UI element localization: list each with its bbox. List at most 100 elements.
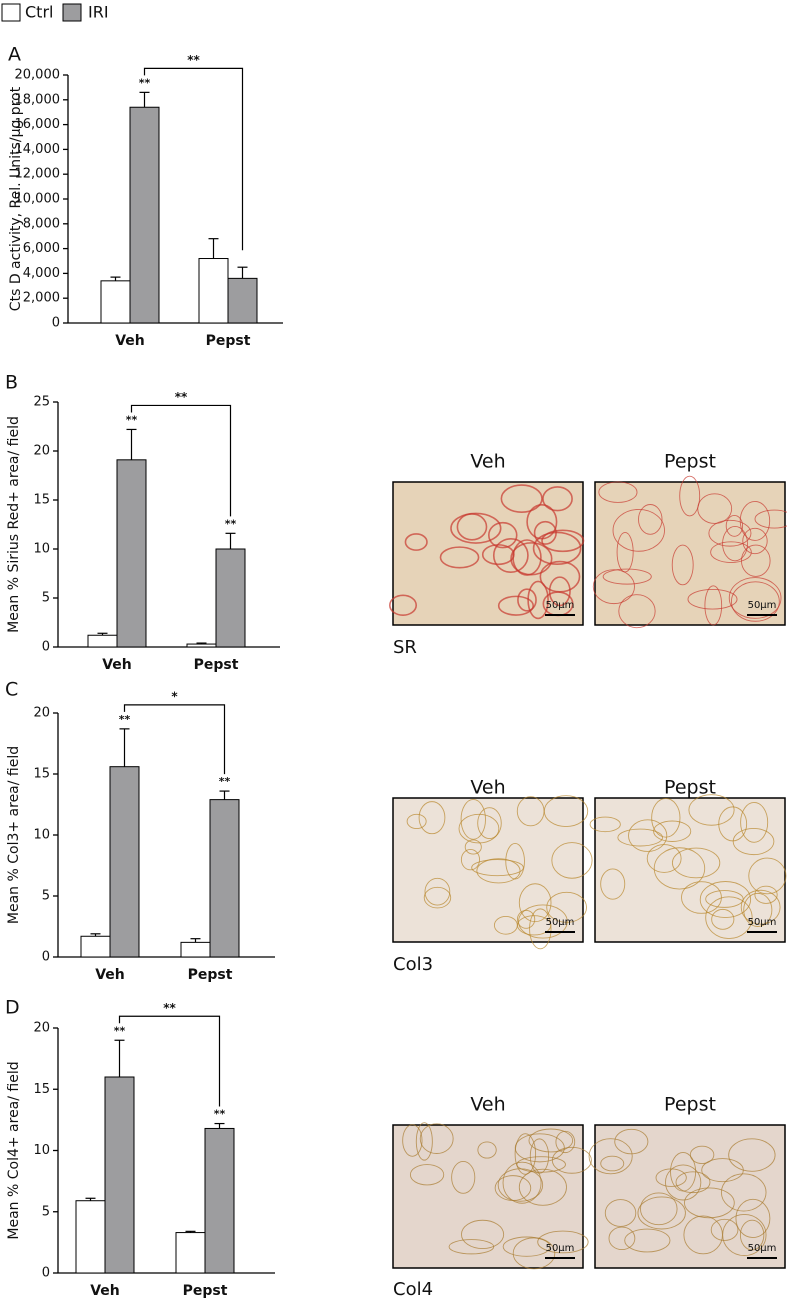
significance-label: **: [119, 713, 131, 726]
tissue-structure: [529, 1138, 550, 1174]
y-tick-label: 12,000: [15, 167, 61, 182]
y-tick-label: 14,000: [15, 142, 61, 157]
scale-label: 50µm: [748, 600, 777, 611]
micrograph-caption: Col3: [393, 954, 433, 975]
tissue-structure: [741, 544, 771, 577]
y-tick-label: 5: [42, 889, 50, 904]
tissue-structure: [456, 513, 488, 541]
tissue-structure: [542, 486, 573, 512]
significance-label: **: [219, 775, 231, 788]
y-tick-label: 2,000: [23, 291, 60, 306]
y-tick-label: 5: [42, 591, 50, 606]
tissue-structure: [697, 493, 733, 524]
tissue-structure: [518, 883, 552, 923]
tissue-structure: [424, 877, 451, 906]
y-tick-label: 0: [42, 950, 50, 965]
tissue-structure: [541, 529, 585, 553]
tissue-structure: [728, 577, 782, 619]
tissue-structure: [404, 533, 428, 551]
y-axis-title: Mean % Col3+ area/ field: [6, 746, 22, 924]
tissue-structure: [617, 828, 664, 847]
tissue-structure: [502, 1161, 542, 1204]
y-tick-label: 10: [33, 542, 50, 557]
tissue-structure: [477, 1141, 497, 1159]
legend-swatch-iri: [62, 3, 82, 22]
y-tick-label: 10: [33, 1143, 50, 1158]
tissue-structure: [598, 481, 638, 503]
y-tick-label: 20: [33, 706, 50, 721]
tissue-structure: [460, 848, 481, 871]
tissue-structure: [720, 1173, 767, 1212]
micrograph-label: Pepst: [664, 777, 716, 799]
micrograph-label: Veh: [470, 777, 505, 799]
tissue-structure: [589, 816, 621, 833]
tissue-structure: [514, 1133, 537, 1175]
y-tick-label: 8,000: [23, 216, 60, 231]
comparison-label: *: [171, 689, 178, 703]
tissue-structure: [500, 484, 543, 513]
tissue-structure: [614, 1128, 649, 1155]
scale-label: 50µm: [748, 917, 777, 928]
scale-label: 50µm: [546, 1243, 575, 1254]
tissue-structure: [497, 595, 535, 616]
y-tick-label: 18,000: [15, 92, 61, 107]
bar: [180, 941, 211, 958]
bar: [129, 106, 160, 324]
tissue-structure: [471, 859, 524, 877]
tissue-structure: [518, 1168, 567, 1206]
tissue-structure: [740, 802, 769, 843]
tissue-structure: [588, 1138, 633, 1175]
micrograph-label: Pepst: [664, 451, 716, 473]
tissue-structure: [618, 594, 656, 629]
y-tick-label: 20,000: [15, 68, 61, 83]
tissue-structure: [529, 908, 552, 950]
tissue-structure: [497, 1168, 544, 1202]
bar: [198, 258, 229, 324]
significance-label: **: [214, 1108, 226, 1121]
tissue-structure: [555, 1130, 576, 1154]
tissue-structure: [710, 1218, 739, 1241]
tissue-structure: [516, 910, 536, 929]
tissue-structure: [592, 569, 635, 605]
tissue-structure: [608, 1226, 636, 1251]
tissue-structure: [651, 798, 681, 838]
micrograph-label: Veh: [470, 451, 505, 473]
tissue-structure: [739, 500, 771, 541]
micrograph-caption: Col4: [393, 1279, 433, 1300]
bar: [100, 280, 131, 324]
tissue-structure: [708, 519, 752, 547]
comparison-label: **: [163, 1001, 176, 1015]
micrograph: [594, 1124, 786, 1269]
tissue-structure: [671, 847, 721, 879]
tissue-structure: [477, 807, 502, 840]
scale-label: 50µm: [546, 917, 575, 928]
tissue-structure: [548, 576, 571, 607]
panel-letter: A: [8, 44, 21, 66]
tissue-structure: [543, 795, 589, 827]
y-tick-label: 20: [33, 1021, 50, 1036]
tissue-structure: [754, 509, 787, 529]
tissue-structure: [725, 514, 744, 537]
bar: [104, 1076, 135, 1274]
y-tick-label: 10: [33, 828, 50, 843]
y-tick-label: 0: [42, 1266, 50, 1281]
bar: [215, 548, 246, 648]
tissue-structure: [639, 1192, 678, 1226]
x-tick-label: Pepst: [183, 1283, 228, 1299]
comparison-label: **: [187, 53, 200, 67]
tissue-structure: [600, 1155, 625, 1172]
tissue-structure: [689, 1145, 715, 1164]
bar: [109, 766, 140, 958]
y-tick-label: 15: [33, 493, 50, 508]
y-tick-label: 20: [33, 444, 50, 459]
tissue-structure: [415, 1122, 433, 1161]
y-axis-title: Cts D activity, Rel. Units/µg prot: [8, 86, 24, 311]
x-tick-label: Veh: [102, 657, 132, 673]
bar: [227, 277, 258, 324]
tissue-structure: [711, 908, 735, 930]
comparison-bracket: [118, 1015, 221, 1107]
tissue-structure: [505, 842, 525, 880]
y-tick-label: 10,000: [15, 192, 61, 207]
tissue-structure: [743, 892, 773, 927]
tissue-structure: [451, 1160, 476, 1194]
